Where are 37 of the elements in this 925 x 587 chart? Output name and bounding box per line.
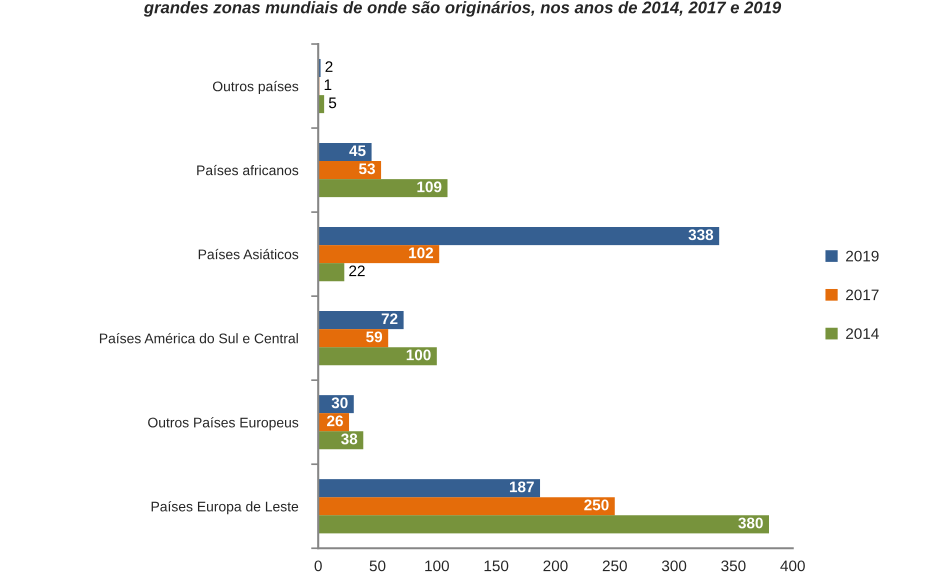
legend-label: 2017 xyxy=(846,289,879,300)
x-tick-label: 250 xyxy=(602,560,627,572)
y-tick-label: Países africanos xyxy=(197,164,298,176)
data-label: 72 xyxy=(382,313,398,324)
x-tick-label: 400 xyxy=(780,560,805,572)
data-label: 30 xyxy=(332,397,348,408)
y-tick-label: Outros países xyxy=(212,80,298,94)
data-label: 5 xyxy=(328,98,336,108)
data-label: 26 xyxy=(327,415,343,426)
y-tick-label: Outros Países Europeus xyxy=(148,417,298,430)
y-tick-label: Países Asiáticos xyxy=(198,248,298,260)
data-label: 250 xyxy=(584,500,609,510)
data-label: 1 xyxy=(324,79,332,90)
y-tick-label: Países Europa de Leste xyxy=(152,501,298,514)
x-tick-label: 100 xyxy=(425,560,449,572)
data-label: 109 xyxy=(417,181,442,192)
legend-label: 2014 xyxy=(846,328,879,340)
x-tick-label: 50 xyxy=(370,560,386,572)
data-label: 22 xyxy=(349,265,365,276)
data-label: 187 xyxy=(510,481,534,492)
x-tick-label: 200 xyxy=(543,560,568,572)
data-label: 45 xyxy=(349,145,366,156)
data-label: 102 xyxy=(409,247,434,258)
x-tick-label: 350 xyxy=(721,560,746,572)
x-tick-label: 300 xyxy=(662,560,686,572)
data-label: 59 xyxy=(366,331,382,342)
data-label: 380 xyxy=(738,518,763,528)
chart-title: grandes zonas mundiais de onde são originários, nos anos de 2014, 2017 e 2019 xyxy=(144,0,782,17)
x-tick-label: 0 xyxy=(314,560,322,572)
data-label: 38 xyxy=(341,434,358,444)
legend-label: 2019 xyxy=(846,250,879,262)
data-label: 100 xyxy=(406,350,431,360)
data-label: 338 xyxy=(688,229,714,240)
data-label: 53 xyxy=(359,163,375,174)
data-label: 2 xyxy=(326,61,332,72)
y-tick-label: Países América do Sul e Central xyxy=(100,332,298,344)
x-tick-label: 150 xyxy=(484,560,508,572)
